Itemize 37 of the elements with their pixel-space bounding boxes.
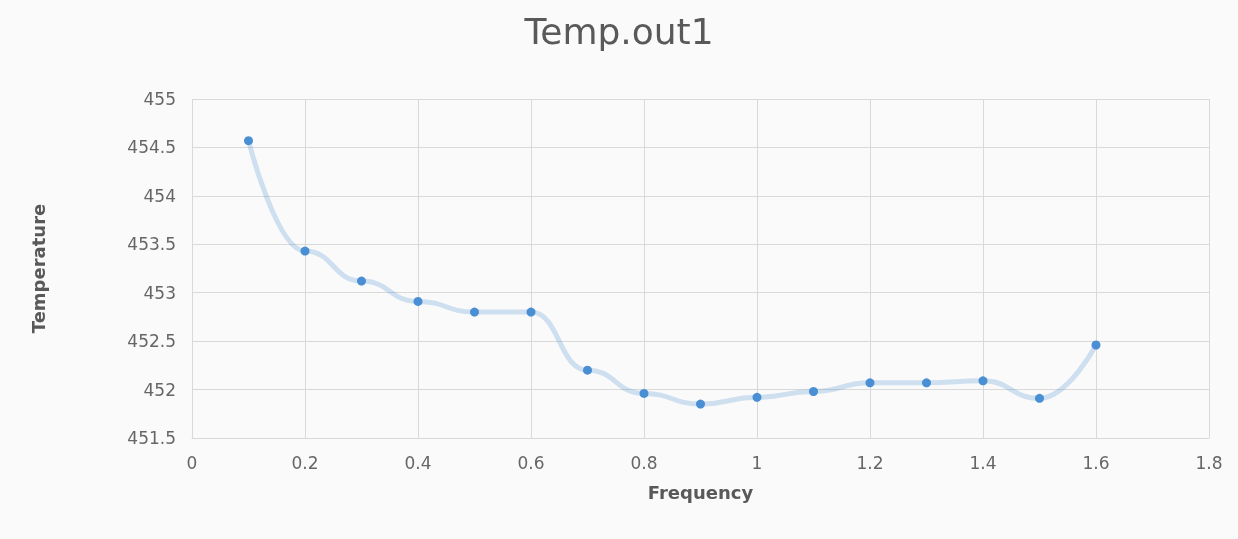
x-tick-label: 0.4 [404,452,432,473]
y-tick-label: 454.5 [127,137,176,158]
y-axis-title: Temperature [27,203,49,334]
point [922,378,931,388]
point [583,365,592,375]
point [1091,340,1101,350]
x-tick-label: 0.6 [517,452,545,473]
point [413,296,423,306]
point [639,388,649,398]
point [865,378,875,388]
point [696,399,705,409]
y-tick-label: 454 [143,185,176,206]
x-tick-label: 1.8 [1195,452,1223,473]
y-tick-label: 452.5 [127,331,176,352]
x-tick-label: 1.4 [969,452,997,473]
x-tick-label: 1.2 [856,452,884,473]
point [978,376,988,386]
point [470,307,479,317]
point [357,276,366,286]
x-tick-label: 0 [186,452,198,473]
x-tick-label: 0.8 [630,452,658,473]
x-tick-label: 0.2 [291,452,319,473]
point [752,392,762,402]
x-tick-label: 1.6 [1082,452,1110,473]
y-tick-label: 453.5 [127,234,176,255]
chart-title: Temp.out1 [523,10,714,52]
x-tick-label: 1 [751,452,763,473]
y-tick-label: 452 [143,379,176,400]
point [809,387,818,397]
point [300,246,310,256]
y-tick-label: 455 [143,89,176,109]
y-tick-label: 451.5 [127,428,176,448]
point [244,136,253,146]
x-axis-title: Frequency [647,481,754,503]
point [1035,393,1044,403]
y-tick-label: 453 [143,282,176,303]
point [526,307,536,317]
